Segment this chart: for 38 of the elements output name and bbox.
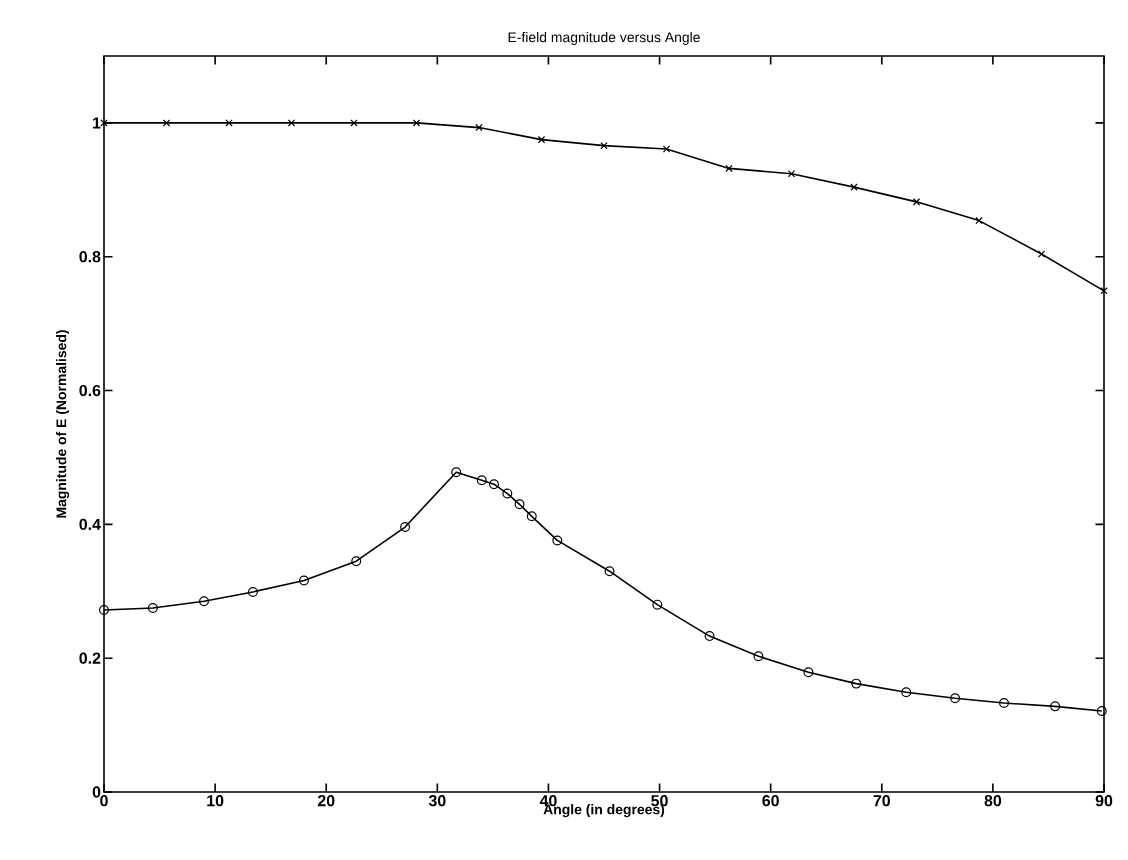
point bbox=[199, 596, 209, 607]
point bbox=[600, 141, 608, 150]
point bbox=[147, 603, 158, 613]
point bbox=[652, 599, 663, 610]
point bbox=[850, 183, 858, 191]
point bbox=[400, 522, 411, 533]
point bbox=[475, 123, 483, 132]
point bbox=[350, 119, 358, 127]
point bbox=[1037, 250, 1046, 258]
point bbox=[725, 164, 733, 173]
point bbox=[225, 119, 233, 127]
point bbox=[451, 467, 462, 478]
point bbox=[502, 488, 513, 499]
point bbox=[787, 170, 796, 178]
point bbox=[753, 651, 764, 662]
point bbox=[514, 499, 525, 510]
point bbox=[803, 667, 814, 678]
point bbox=[412, 119, 421, 127]
point bbox=[287, 119, 296, 127]
point bbox=[912, 198, 921, 206]
point bbox=[851, 678, 862, 689]
point bbox=[537, 135, 546, 144]
point bbox=[526, 511, 537, 522]
point bbox=[489, 479, 499, 490]
point bbox=[552, 535, 563, 546]
point bbox=[662, 145, 671, 153]
point bbox=[247, 586, 258, 597]
point bbox=[1050, 701, 1061, 712]
point bbox=[704, 631, 715, 642]
point bbox=[950, 693, 961, 704]
point bbox=[604, 566, 615, 577]
point bbox=[299, 575, 309, 586]
point bbox=[162, 119, 171, 127]
point bbox=[999, 698, 1009, 708]
point bbox=[975, 216, 983, 225]
point bbox=[351, 556, 362, 567]
point bbox=[476, 475, 487, 486]
point bbox=[901, 687, 912, 698]
